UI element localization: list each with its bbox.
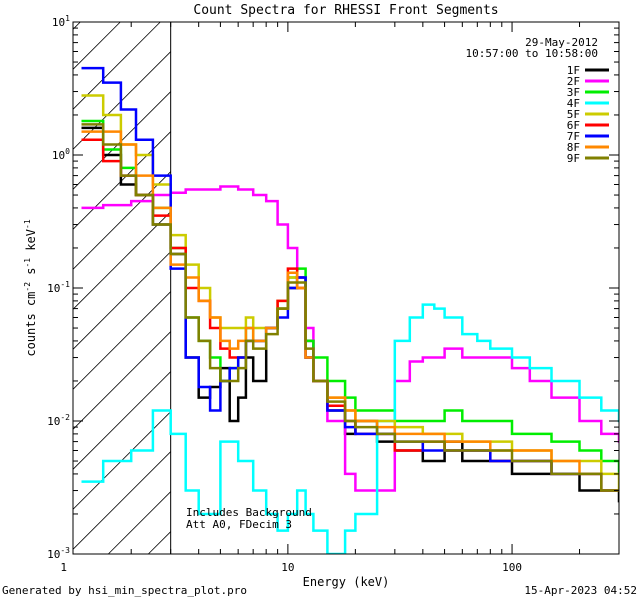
y-tick-label: 10-3 <box>47 546 70 561</box>
date-annotation: 29-May-2012 <box>525 36 598 49</box>
y-tick-label: 101 <box>52 14 70 29</box>
time-range-annotation: 10:57:00 to 10:58:00 <box>466 47 598 60</box>
x-tick-label: 1 <box>60 561 67 574</box>
legend-label-3F: 3F <box>567 86 580 99</box>
series-line-9F <box>81 123 619 492</box>
x-ticks: 10 100 1 <box>60 22 620 574</box>
legend-label-5F: 5F <box>567 108 580 121</box>
legend-label-8F: 8F <box>567 141 580 154</box>
footer-timestamp: 15-Apr-2023 04:52 <box>524 584 637 597</box>
y-tick-label: 10-2 <box>47 413 70 428</box>
series-line-4F <box>81 303 619 554</box>
chart-title: Count Spectra for RHESSI Front Segments <box>193 3 498 18</box>
attenuator-annotation: Att A0, FDecim 3 <box>186 518 292 531</box>
legend-label-9F: 9F <box>567 152 580 165</box>
y-ticks: 10-3 10-2 10-1 100 101 <box>47 14 619 561</box>
x-tick-label: 10 <box>281 561 294 574</box>
y-tick-label: 100 <box>52 147 70 162</box>
y-tick-label: 10-1 <box>47 280 70 295</box>
legend-label-7F: 7F <box>567 130 580 143</box>
legend-label-6F: 6F <box>567 119 580 132</box>
legend-label-4F: 4F <box>567 97 580 110</box>
legend-label-1F: 1F <box>567 64 580 77</box>
footer-generated-by: Generated by hsi_min_spectra_plot.pro <box>2 584 247 597</box>
background-annotation: Includes Background <box>186 506 312 519</box>
y-axis-label: counts cm-2 s-1 keV-1 <box>23 219 38 356</box>
x-axis-label: Energy (keV) <box>303 575 390 589</box>
legend-label-2F: 2F <box>567 75 580 88</box>
series-lines <box>81 66 619 554</box>
x-tick-label: 100 <box>502 561 522 574</box>
